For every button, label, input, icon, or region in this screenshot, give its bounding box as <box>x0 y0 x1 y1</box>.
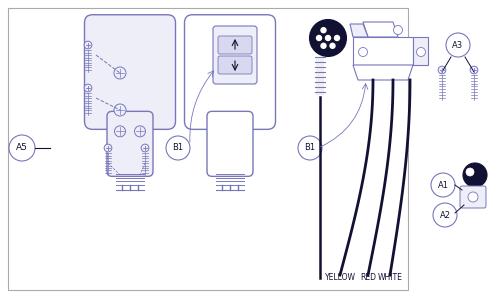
Bar <box>8 8 408 290</box>
FancyBboxPatch shape <box>213 26 257 84</box>
Circle shape <box>394 26 402 34</box>
Circle shape <box>114 104 126 116</box>
Polygon shape <box>353 65 413 80</box>
Circle shape <box>431 173 455 197</box>
FancyBboxPatch shape <box>353 37 413 65</box>
Text: B1: B1 <box>304 143 316 152</box>
FancyBboxPatch shape <box>207 111 253 176</box>
Circle shape <box>310 20 346 56</box>
Circle shape <box>104 144 112 152</box>
FancyBboxPatch shape <box>218 56 252 74</box>
FancyBboxPatch shape <box>460 186 486 208</box>
Circle shape <box>330 43 335 48</box>
Circle shape <box>358 47 368 56</box>
Circle shape <box>326 35 330 40</box>
Circle shape <box>438 66 446 74</box>
FancyBboxPatch shape <box>218 36 252 54</box>
Polygon shape <box>413 37 428 65</box>
Bar <box>316 57 324 95</box>
Text: YELLOW: YELLOW <box>324 273 356 282</box>
Circle shape <box>114 67 126 79</box>
Circle shape <box>9 135 35 161</box>
Circle shape <box>334 35 340 40</box>
Text: A5: A5 <box>16 143 28 152</box>
Text: A2: A2 <box>440 211 450 220</box>
Circle shape <box>468 192 478 202</box>
Circle shape <box>446 33 470 57</box>
Text: A1: A1 <box>438 181 448 190</box>
Circle shape <box>141 144 149 152</box>
Circle shape <box>466 168 474 176</box>
FancyBboxPatch shape <box>84 15 176 129</box>
Polygon shape <box>350 24 368 37</box>
Circle shape <box>321 28 326 33</box>
Polygon shape <box>363 22 398 37</box>
Circle shape <box>166 136 190 160</box>
FancyBboxPatch shape <box>107 111 153 176</box>
Circle shape <box>298 136 322 160</box>
Circle shape <box>316 35 322 40</box>
Text: B1: B1 <box>172 143 184 152</box>
Circle shape <box>470 66 478 74</box>
Circle shape <box>416 47 426 56</box>
Text: A3: A3 <box>452 40 464 50</box>
Circle shape <box>321 43 326 48</box>
Circle shape <box>84 41 92 49</box>
Text: RED: RED <box>360 273 376 282</box>
FancyBboxPatch shape <box>184 15 276 129</box>
Circle shape <box>134 126 145 137</box>
Text: WHITE: WHITE <box>378 273 402 282</box>
Circle shape <box>84 84 92 92</box>
Circle shape <box>433 203 457 227</box>
Circle shape <box>463 163 487 187</box>
Circle shape <box>114 126 126 137</box>
